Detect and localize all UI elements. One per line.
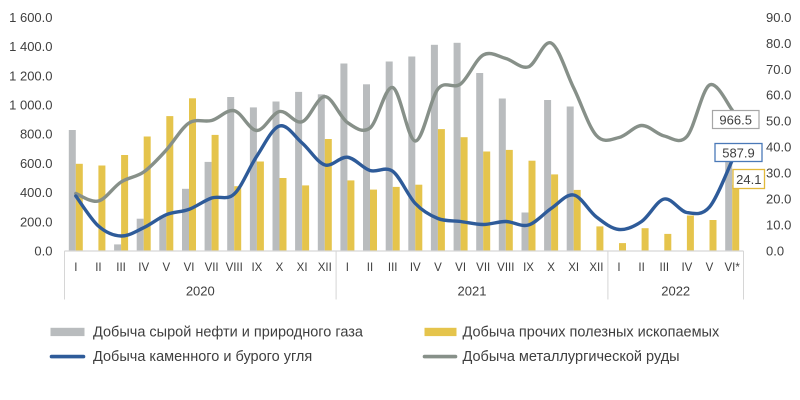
svg-text:Добыча сырой нефти и природног: Добыча сырой нефти и природного газа <box>93 324 364 340</box>
svg-text:40.0: 40.0 <box>766 140 791 155</box>
svg-text:V: V <box>706 262 714 274</box>
svg-text:II: II <box>367 262 373 274</box>
svg-text:2022: 2022 <box>661 284 690 299</box>
svg-text:600.0: 600.0 <box>20 156 53 171</box>
svg-text:VII: VII <box>476 262 490 274</box>
svg-text:2020: 2020 <box>186 284 215 299</box>
svg-text:80.0: 80.0 <box>766 36 791 51</box>
svg-text:VIII: VIII <box>497 262 514 274</box>
svg-text:XI: XI <box>568 262 579 274</box>
svg-text:1 600.0: 1 600.0 <box>9 10 52 25</box>
svg-text:90.0: 90.0 <box>766 10 791 25</box>
svg-text:24.1: 24.1 <box>736 172 761 187</box>
svg-text:III: III <box>116 262 126 274</box>
svg-text:587.9: 587.9 <box>722 145 755 160</box>
svg-text:60.0: 60.0 <box>766 88 791 103</box>
svg-text:800.0: 800.0 <box>20 127 53 142</box>
svg-text:2021: 2021 <box>458 284 487 299</box>
svg-text:10.0: 10.0 <box>766 218 791 233</box>
svg-text:1 000.0: 1 000.0 <box>9 98 52 113</box>
svg-text:X: X <box>547 262 555 274</box>
svg-text:IV: IV <box>410 262 421 274</box>
svg-text:70.0: 70.0 <box>766 62 791 77</box>
svg-text:XII: XII <box>589 262 603 274</box>
svg-text:III: III <box>660 262 670 274</box>
svg-text:X: X <box>276 262 284 274</box>
svg-text:IV: IV <box>681 262 692 274</box>
svg-text:1 400.0: 1 400.0 <box>9 39 52 54</box>
svg-text:966.5: 966.5 <box>719 112 752 127</box>
svg-text:VIII: VIII <box>226 262 243 274</box>
svg-text:30.0: 30.0 <box>766 166 791 181</box>
svg-text:VI: VI <box>184 262 195 274</box>
svg-text:50.0: 50.0 <box>766 114 791 129</box>
svg-text:IV: IV <box>138 262 149 274</box>
svg-text:XI: XI <box>297 262 308 274</box>
svg-text:II: II <box>638 262 644 274</box>
svg-text:400.0: 400.0 <box>20 185 53 200</box>
svg-text:I: I <box>617 262 620 274</box>
svg-text:II: II <box>95 262 101 274</box>
svg-text:XII: XII <box>318 262 332 274</box>
svg-text:V: V <box>434 262 442 274</box>
svg-text:Добыча каменного и бурого угля: Добыча каменного и бурого угля <box>93 349 312 365</box>
svg-text:I: I <box>74 262 77 274</box>
svg-text:IX: IX <box>523 262 534 274</box>
svg-text:V: V <box>162 262 170 274</box>
svg-text:Добыча металлургической руды: Добыча металлургической руды <box>463 349 680 365</box>
svg-text:1 200.0: 1 200.0 <box>9 68 52 83</box>
svg-text:200.0: 200.0 <box>20 214 53 229</box>
svg-text:Добыча прочих полезных ископае: Добыча прочих полезных ископаемых <box>463 324 720 340</box>
svg-text:III: III <box>388 262 398 274</box>
svg-text:VI: VI <box>455 262 466 274</box>
svg-text:VI*: VI* <box>725 262 741 274</box>
svg-text:IX: IX <box>251 262 262 274</box>
svg-text:VII: VII <box>205 262 219 274</box>
svg-text:0.0: 0.0 <box>34 244 52 259</box>
svg-text:I: I <box>346 262 349 274</box>
svg-text:0.0: 0.0 <box>766 244 784 259</box>
svg-text:20.0: 20.0 <box>766 192 791 207</box>
